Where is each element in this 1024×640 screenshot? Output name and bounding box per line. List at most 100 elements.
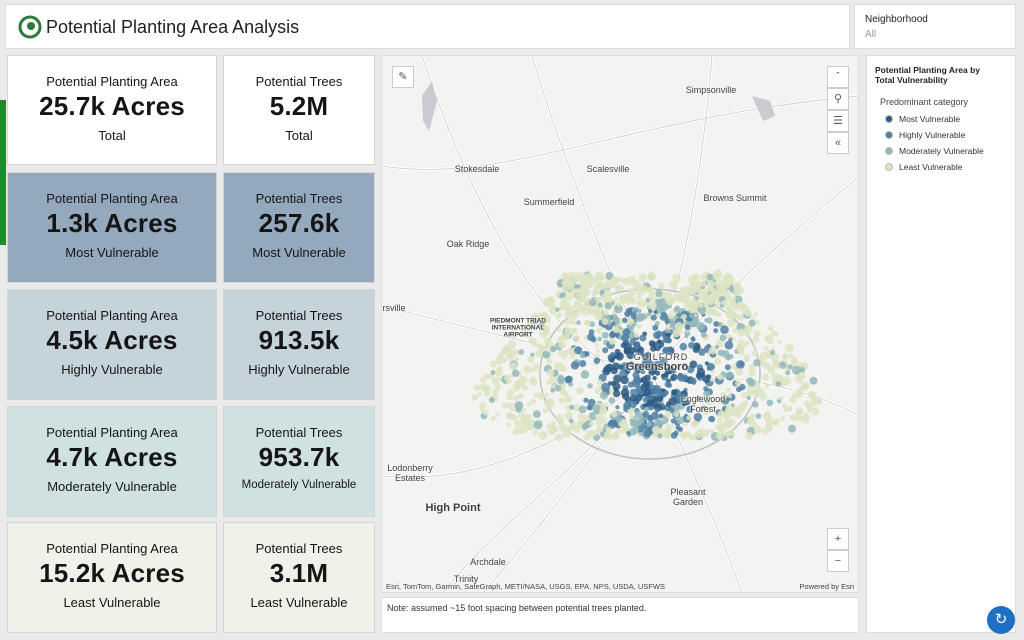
road-edge — [382, 95, 858, 170]
map-dot — [777, 339, 782, 344]
map-dot — [484, 384, 491, 392]
map-dot — [726, 371, 734, 379]
map-dot — [692, 317, 700, 325]
map-dot — [659, 301, 663, 305]
map-dot — [689, 298, 698, 307]
map-dot — [653, 364, 660, 371]
map-dot — [705, 287, 711, 292]
map-dot — [703, 390, 711, 398]
filter-label: Neighborhood — [865, 14, 928, 25]
map-dot — [575, 298, 581, 305]
map-dot — [585, 320, 591, 327]
map-dot — [521, 415, 530, 425]
map-dot — [517, 392, 524, 400]
map-dot — [609, 331, 616, 339]
map-dot — [754, 393, 760, 399]
map-dot — [587, 429, 596, 438]
map-dot — [635, 393, 643, 402]
kpi-subtitle: Least Vulnerable — [250, 595, 348, 610]
map-dot — [755, 413, 762, 419]
map-dot — [625, 362, 630, 368]
map-dot — [785, 344, 794, 353]
map-dot — [706, 397, 714, 406]
map-dot — [715, 282, 724, 291]
map-dot — [546, 398, 553, 405]
kpi-title: Potential Trees — [255, 191, 343, 206]
search-button[interactable]: ⚲ — [827, 88, 849, 110]
map-dot — [670, 418, 677, 424]
map-dot — [610, 351, 615, 357]
map-dot — [638, 285, 645, 292]
map-dot — [706, 273, 714, 281]
map-dot — [626, 299, 632, 305]
map-dot — [595, 314, 601, 320]
map-dot — [713, 328, 719, 334]
map-dot — [801, 414, 810, 424]
map-dot — [656, 312, 662, 318]
map-dot — [764, 384, 769, 389]
map-dot — [725, 421, 733, 429]
map-dot — [779, 396, 784, 401]
map-dot — [566, 303, 572, 309]
kpi-value: 913.5k — [258, 325, 340, 355]
map-dot — [634, 313, 644, 322]
map-dot — [789, 396, 797, 404]
map-dot — [557, 336, 563, 342]
map-dot — [648, 300, 657, 310]
map-dot — [788, 424, 796, 433]
map-dot — [605, 426, 612, 433]
map-dot — [601, 382, 611, 392]
map-dot — [628, 361, 635, 368]
map-dot — [747, 416, 756, 426]
map-dot — [650, 314, 657, 321]
map-dot — [512, 369, 520, 377]
map-dot — [715, 431, 725, 441]
map-dot — [506, 412, 513, 419]
map-dot — [745, 432, 753, 440]
collapse-button[interactable]: ˆ — [827, 66, 849, 88]
map-dot — [562, 285, 570, 293]
map-dot — [591, 309, 596, 314]
map-dot — [647, 361, 656, 370]
tool-button[interactable]: ✎ — [392, 66, 414, 88]
place-label: Browns Summit — [703, 193, 767, 203]
map-dot — [678, 290, 685, 297]
map-dot — [708, 415, 716, 423]
map-dot — [647, 271, 657, 281]
layers-button[interactable]: ☰ — [827, 110, 849, 132]
map-dot — [584, 351, 590, 357]
expand-button[interactable]: « — [827, 132, 849, 154]
map-dot — [655, 408, 660, 413]
map-dot — [684, 324, 691, 331]
map-dot — [654, 389, 663, 398]
note-panel: Note: assumed ~15 foot spacing between p… — [381, 597, 859, 633]
map-dot — [609, 357, 615, 363]
map-dot — [596, 328, 603, 335]
kpi-value: 4.5k Acres — [46, 325, 178, 355]
map-dot — [700, 331, 707, 338]
map-dot — [597, 426, 604, 432]
map-dot — [560, 365, 567, 372]
map-dot — [597, 302, 603, 308]
filter[interactable]: Neighborhood All — [854, 4, 1016, 49]
map-dot — [691, 337, 696, 342]
map-dot — [537, 368, 542, 374]
map-dot — [779, 361, 787, 369]
map-dot — [569, 404, 575, 410]
map-dot — [490, 370, 496, 375]
place-label: rsville — [382, 303, 406, 313]
map-dot — [768, 326, 774, 332]
zoom-in[interactable]: + — [827, 528, 849, 550]
note: Note: assumed ~15 foot spacing between p… — [387, 603, 647, 613]
map-dot — [620, 342, 626, 348]
refresh-button[interactable]: ↻ — [987, 606, 1015, 634]
zoom-out[interactable]: − — [827, 550, 849, 572]
map[interactable]: ✎ ˆ ⚲ ☰ « + − Esri, TomTom, Garmin, Safe… — [381, 55, 859, 593]
map-dot — [548, 378, 555, 385]
map-dot — [747, 378, 756, 387]
map-dot — [702, 407, 710, 415]
map-dot — [660, 303, 669, 312]
map-dot — [724, 364, 731, 371]
map-dot — [480, 376, 487, 383]
map-dot — [646, 421, 652, 428]
